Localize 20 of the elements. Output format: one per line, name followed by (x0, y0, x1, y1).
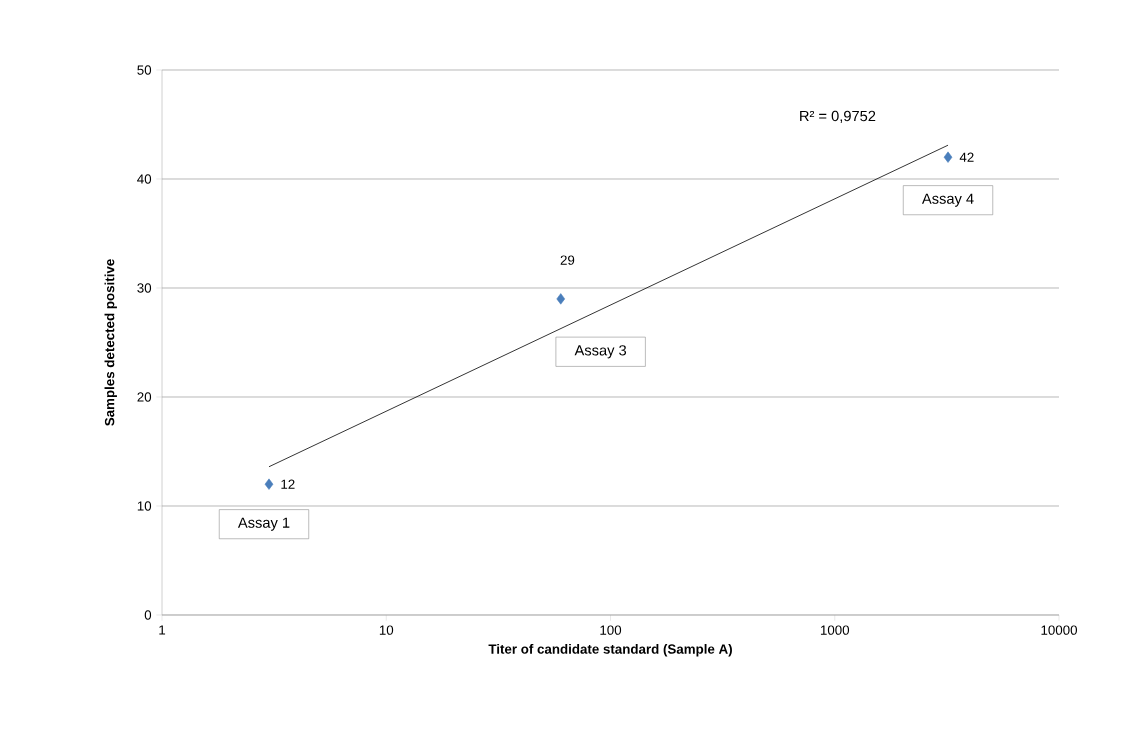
y-tick-label: 10 (137, 501, 152, 511)
data-label: 29 (560, 255, 575, 265)
x-tick-label: 10 (379, 625, 394, 635)
y-tick-label: 20 (137, 392, 152, 402)
y-tick-label: 30 (137, 283, 152, 293)
annotation: Assay 4 (921, 193, 974, 207)
annotation: Assay 1 (237, 517, 290, 531)
annotation: R² = 0,9752 (800, 110, 876, 123)
y-axis-title: Samples detected positive (104, 259, 117, 426)
x-tick-label: 1 (159, 625, 166, 635)
x-tick-label: 100 (600, 625, 622, 635)
y-tick-label: 50 (137, 65, 152, 75)
data-label: 12 (281, 479, 295, 489)
annotation: Assay 3 (574, 345, 627, 359)
x-axis-title: Titer of candidate standard (Sample A) (488, 643, 732, 657)
x-tick-label: 10000 (1041, 625, 1078, 635)
x-tick-label: 1000 (820, 625, 850, 635)
data-label: 42 (959, 152, 974, 162)
y-tick-label: 0 (144, 610, 152, 620)
y-tick-label: 40 (137, 174, 152, 184)
